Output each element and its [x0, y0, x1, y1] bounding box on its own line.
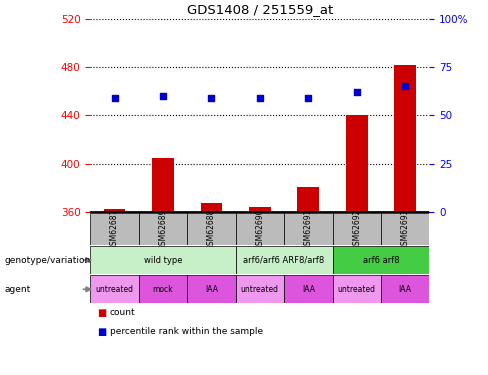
Bar [187, 213, 236, 245]
Text: GSM62689: GSM62689 [159, 208, 167, 250]
Text: GSM62693: GSM62693 [401, 208, 410, 250]
Bar [90, 246, 236, 274]
Text: wild type: wild type [143, 256, 182, 265]
Bar [394, 64, 416, 214]
Text: IAA: IAA [205, 285, 218, 294]
Text: GSM62687: GSM62687 [110, 208, 119, 250]
Text: GSM62688: GSM62688 [207, 209, 216, 250]
Point [207, 95, 215, 101]
Text: untreated: untreated [241, 285, 279, 294]
Text: mock: mock [153, 285, 173, 294]
Bar [90, 275, 139, 303]
Text: untreated: untreated [96, 285, 134, 294]
Bar [346, 116, 367, 214]
Bar [249, 207, 271, 214]
Bar [284, 213, 332, 245]
Bar [332, 213, 381, 245]
Text: GSM62691: GSM62691 [304, 208, 313, 250]
Bar [139, 275, 187, 303]
Bar [152, 158, 174, 214]
Bar [332, 275, 381, 303]
Text: genotype/variation: genotype/variation [5, 256, 91, 265]
Bar [332, 246, 429, 274]
Bar [297, 186, 319, 214]
Bar [284, 275, 332, 303]
Text: GSM62692: GSM62692 [352, 208, 361, 250]
Text: arf6 arf8: arf6 arf8 [363, 256, 399, 265]
Text: IAA: IAA [399, 285, 412, 294]
Bar [236, 246, 332, 274]
Point [305, 95, 312, 101]
Point [111, 95, 119, 101]
Bar [236, 213, 284, 245]
Text: GSM62690: GSM62690 [255, 208, 264, 250]
Text: ■: ■ [98, 308, 107, 318]
Point [159, 93, 167, 99]
Point [401, 83, 409, 89]
Point [256, 95, 264, 101]
Text: agent: agent [5, 285, 31, 294]
Bar [236, 275, 284, 303]
Text: untreated: untreated [338, 285, 376, 294]
Text: IAA: IAA [302, 285, 315, 294]
Bar [201, 203, 223, 214]
Text: ■: ■ [98, 327, 107, 336]
Text: percentile rank within the sample: percentile rank within the sample [110, 327, 263, 336]
Bar [381, 213, 429, 245]
Text: arf6/arf6 ARF8/arf8: arf6/arf6 ARF8/arf8 [244, 256, 325, 265]
Bar [90, 213, 139, 245]
Bar [187, 275, 236, 303]
Title: GDS1408 / 251559_at: GDS1408 / 251559_at [187, 3, 333, 16]
Bar [103, 210, 125, 214]
Text: count: count [110, 308, 136, 317]
Point [353, 89, 361, 95]
Bar [139, 213, 187, 245]
Bar [381, 275, 429, 303]
